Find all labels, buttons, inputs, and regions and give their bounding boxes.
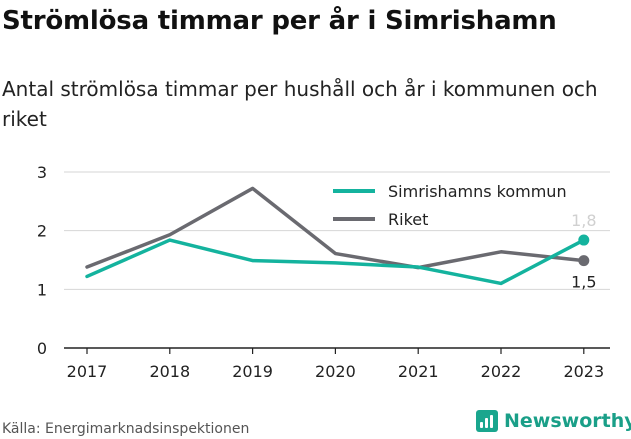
x-tick-labels: 2017 2018 2019 2020 2021 2022 2023 xyxy=(67,348,604,381)
series-line-kommun xyxy=(85,238,586,286)
x-tick-label: 2017 xyxy=(67,362,108,381)
source-note: Källa: Energimarknadsinspektionen xyxy=(2,421,250,437)
legend: Simrishamns kommun Riket xyxy=(333,182,567,229)
series-line-riket xyxy=(85,186,586,270)
end-value-label-riket: 1,5 xyxy=(571,273,596,292)
y-tick-labels: 0 1 2 3 xyxy=(37,163,47,358)
x-tick-label: 2020 xyxy=(315,362,356,381)
series-lines: 1,5 1,8 xyxy=(85,186,597,292)
newsworthy-logo-icon xyxy=(476,410,498,432)
legend-label: Riket xyxy=(388,210,428,229)
end-point-kommun xyxy=(578,234,590,246)
x-tick-label: 2022 xyxy=(481,362,522,381)
y-tick-label: 2 xyxy=(37,222,47,241)
y-tick-label: 0 xyxy=(37,339,47,358)
brand-name: Newsworthy xyxy=(504,410,631,432)
line-chart: 0 1 2 3 2017 2018 2019 2020 2021 2022 2023 1,5 1,8… xyxy=(37,163,610,381)
x-tick-label: 2023 xyxy=(563,362,604,381)
y-tick-label: 1 xyxy=(37,280,47,299)
end-value-label-kommun: 1,8 xyxy=(571,211,596,230)
x-tick-label: 2018 xyxy=(149,362,190,381)
brand-logo: Newsworthy xyxy=(476,410,631,432)
y-tick-label: 3 xyxy=(37,163,47,182)
chart-subtitle: Antal strömlösa timmar per hushåll och å… xyxy=(2,77,598,131)
legend-label: Simrishamns kommun xyxy=(388,182,567,201)
gridlines xyxy=(64,171,610,349)
end-point-riket xyxy=(578,255,590,267)
x-tick-label: 2021 xyxy=(398,362,439,381)
x-tick-label: 2019 xyxy=(232,362,273,381)
chart-title: Strömlösa timmar per år i Simrishamn xyxy=(2,6,557,36)
